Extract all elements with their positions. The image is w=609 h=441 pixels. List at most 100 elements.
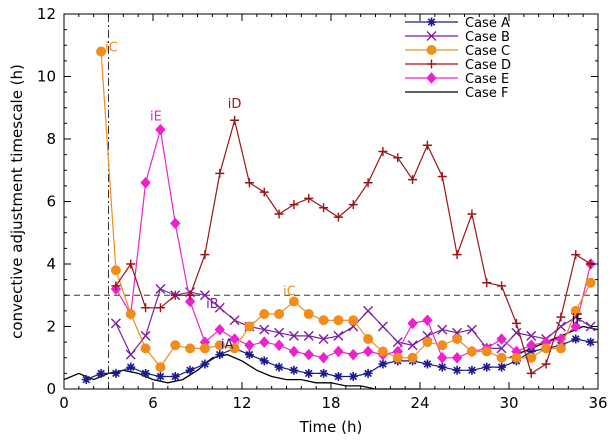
case-c-point [274,309,285,319]
case-a-point [244,350,254,360]
case-d-point [244,178,254,188]
y-tick-label: 4 [46,255,56,273]
case-c-point [348,315,359,326]
reference-lines [64,14,598,389]
case-e-point [273,339,285,351]
case-e-point [140,177,151,189]
case-c-point [155,362,166,373]
case-a-point [437,362,447,372]
case-a-point [96,368,106,378]
y-axis-title: convective adjustment timescale (h) [8,64,26,339]
case-b-point [511,327,522,338]
case-c-point [140,343,151,354]
case-d-point [393,153,403,163]
case-d-point [408,175,418,185]
case-c-point [170,340,181,351]
case-a-point [215,350,225,360]
case-d-point [511,318,521,328]
case-c-point [318,315,329,326]
case-a-point [363,368,373,378]
case-b-point [274,327,285,338]
x-tick-label: 30 [499,394,518,412]
x-tick-label: 6 [148,394,158,412]
x-tick-label: 36 [588,394,607,412]
case-c-point [185,343,196,354]
case-d-point [378,147,388,156]
case-a-point [259,356,269,366]
case-c-point [511,352,522,363]
case-d-point [185,290,195,300]
y-tick-label: 10 [37,68,56,86]
case-e-point [170,217,181,230]
case-d-series [111,115,596,378]
case-b-point [259,324,270,335]
case-c-point [333,315,344,326]
case-a-point [482,362,492,372]
case-c-point [496,352,507,363]
y-tick-label: 6 [46,193,56,211]
y-tick-label: 8 [46,130,56,148]
case-d-point [541,359,551,369]
case-c-point [96,46,107,57]
case-a-point [155,372,165,381]
case-b-point [140,330,151,341]
case-b-point [303,330,314,341]
case-d-point [363,178,373,188]
case-c-point [303,309,314,319]
case-b-point [199,290,210,301]
legend-label-case-b: Case B [465,30,510,45]
case-d-point [422,140,432,150]
case-b-point [318,334,329,344]
case-e-point [362,345,374,358]
case-e-point [333,345,344,358]
annotation-label: iB [206,297,219,312]
case-b-point [555,321,566,332]
case-e-point [184,295,196,308]
case-e-point [437,352,448,364]
case-d-point [319,203,329,213]
case-e-point [288,345,300,358]
case-d-point [230,115,240,125]
case-c-point [214,340,225,351]
case-b-point [377,321,388,332]
case-a-point [170,372,180,381]
case-e-point [570,320,581,333]
case-d-point [170,290,180,300]
case-e-point [526,339,537,351]
case-c-point [229,343,240,354]
case-a-point [378,359,388,369]
case-a-point [333,372,343,381]
case-a-point [586,337,596,347]
case-d-point [452,250,462,260]
case-d-line [115,120,591,375]
case-c-point [437,340,448,351]
case-c-point [452,334,463,344]
case-d-point [526,368,536,378]
case-d-point [571,250,581,260]
case-b-point [125,349,136,360]
case-e-point [155,123,166,136]
case-b-point [363,305,374,316]
case-d-point [497,281,507,291]
x-tick-label: 12 [232,394,251,412]
case-b-point [407,340,418,351]
case-a-point [467,365,477,375]
case-a-point [319,368,329,378]
legend-marker-case-c [426,45,437,55]
case-c-point [110,265,121,276]
case-b-point [214,302,225,313]
case-d-point [155,303,165,313]
case-c-point [541,343,552,354]
case-a-point [289,365,299,375]
case-c-point [407,352,418,363]
case-a-point [348,372,358,381]
case-b-point [333,330,344,341]
x-tick-label: 18 [321,394,340,412]
x-tick-label: 0 [59,394,69,412]
case-d-point [126,259,136,269]
series-layer [63,46,599,390]
case-b-point [229,315,240,326]
